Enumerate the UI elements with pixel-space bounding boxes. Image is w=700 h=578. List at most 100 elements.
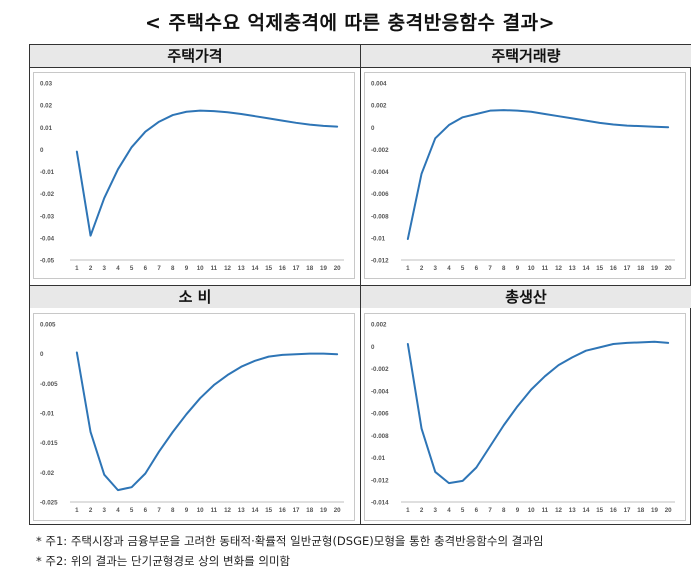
x-tick-label: 19: [651, 507, 658, 514]
data-point: [309, 123, 311, 126]
y-tick-label: -0.008: [371, 213, 389, 220]
y-tick-label: -0.004: [371, 169, 389, 176]
data-point: [254, 115, 256, 117]
data-point: [199, 110, 201, 112]
y-tick-label: -0.002: [371, 147, 389, 154]
x-tick-label: 6: [475, 507, 479, 514]
data-point: [103, 197, 105, 199]
x-tick-label: 1: [406, 507, 410, 514]
x-tick-label: 15: [596, 507, 603, 514]
x-tick-label: 19: [320, 507, 327, 514]
data-point: [240, 113, 242, 115]
data-point: [281, 354, 283, 356]
x-tick-label: 16: [610, 507, 617, 514]
data-point: [240, 366, 242, 368]
y-tick-label: -0.025: [40, 500, 58, 507]
y-tick-label: 0.03: [40, 81, 53, 88]
data-point: [322, 353, 325, 355]
y-tick-label: -0.01: [371, 235, 386, 242]
x-tick-label: 2: [420, 507, 424, 514]
y-tick-label: 0: [40, 351, 44, 358]
data-point: [626, 124, 628, 127]
footnote-2: * 주2: 위의 결과는 단기균형경로 상의 변화를 의미함: [36, 554, 291, 568]
data-point: [309, 353, 311, 355]
data-point: [653, 341, 656, 343]
data-point: [76, 351, 78, 354]
data-point: [516, 405, 519, 407]
data-point: [268, 117, 270, 119]
data-point: [254, 360, 256, 362]
data-point: [557, 364, 560, 366]
y-tick-label: 0.02: [40, 103, 53, 110]
y-tick-label: 0.004: [371, 81, 387, 88]
y-tick-label: -0.012: [371, 477, 389, 484]
y-tick-label: -0.01: [371, 455, 386, 462]
x-tick-label: 10: [197, 265, 204, 272]
y-tick-label: -0.002: [371, 366, 389, 373]
y-tick-label: 0.002: [371, 103, 387, 110]
x-tick-label: 11: [542, 265, 549, 272]
chart-grid: 주택가격 주택거래량 소 비 총생산 0.03 0.02 0.01 0 -0.01 -0.…: [29, 44, 691, 525]
x-tick-label: 6: [475, 265, 479, 272]
data-point: [131, 146, 133, 148]
x-tick-label: 12: [224, 507, 231, 514]
chart-consumption: 0.005 0 -0.005 -0.01 -0.015 -0.02 -0.025 1 2 3 4 5 6…: [33, 313, 355, 521]
x-tick-label: 6: [144, 507, 148, 514]
data-point: [557, 115, 560, 117]
chart-output-svg: 0.002 0 -0.002 -0.004 -0.006 -0.008 -0.01 -0.01…: [371, 322, 675, 514]
data-point: [172, 431, 174, 433]
series-line: [406, 109, 670, 240]
x-tick-label: 9: [185, 265, 189, 272]
chart-housing-transactions-svg: 0.004 0.002 0 -0.002 -0.004 -0.006 -0.008 -0.01…: [371, 81, 675, 272]
data-point: [144, 131, 146, 133]
y-tick-label: 0: [371, 344, 375, 351]
x-tick-label: 17: [293, 507, 300, 514]
data-point: [226, 111, 229, 113]
y-tick-label: -0.02: [40, 470, 55, 477]
y-tick-label: -0.005: [40, 381, 58, 388]
data-point: [420, 427, 423, 430]
x-tick-label: 13: [238, 265, 245, 272]
chart-housing-price-svg: 0.030.020.010-0.01-0.02-0.03-0.04-0.051 2…: [40, 81, 344, 272]
data-point: [544, 113, 546, 115]
x-tick-label: 14: [583, 507, 590, 514]
chart-housing-transactions: 0.004 0.002 0 -0.002 -0.004 -0.006 -0.008 -0.01…: [364, 72, 686, 279]
data-point: [89, 431, 92, 433]
y-tick-label: -0.008: [371, 433, 389, 440]
grid-divider-vertical: [360, 45, 361, 524]
x-tick-label: 5: [461, 507, 465, 514]
y-tick-label: 0.005: [40, 322, 56, 329]
x-tick-label: 7: [157, 265, 161, 272]
x-tick-label: 17: [293, 265, 300, 272]
data-point: [626, 342, 628, 344]
data-point: [434, 137, 436, 139]
x-tick-label: 7: [488, 507, 492, 514]
data-point: [489, 445, 491, 447]
x-tick-label: 11: [211, 507, 218, 514]
data-point: [571, 117, 573, 119]
data-point: [585, 120, 587, 122]
panel-title-housing-transactions: 주택거래량: [361, 45, 691, 67]
x-tick-label: 14: [252, 265, 259, 272]
y-tick-label: -0.012: [371, 258, 389, 265]
data-point: [612, 123, 614, 126]
data-point: [516, 110, 519, 112]
data-point: [475, 466, 477, 469]
chart-output: 0.002 0 -0.002 -0.004 -0.006 -0.008 -0.01 -0.01…: [364, 313, 686, 521]
y-tick-label: -0.04: [40, 235, 55, 242]
panel-title-housing-price: 주택가격: [30, 45, 360, 67]
chart-housing-price: 0.03 0.02 0.01 0 -0.01 -0.02 -0.03 -0.04 -0.05 1 2…: [33, 72, 355, 279]
x-tick-label: 11: [211, 265, 218, 272]
data-point: [448, 482, 450, 484]
grid-divider-h1: [30, 67, 690, 68]
x-tick-label: 5: [130, 507, 134, 514]
x-tick-label: 20: [334, 507, 341, 514]
x-tick-label: 4: [447, 265, 451, 272]
data-point: [158, 121, 160, 123]
figure-title: < 주택수요 억제충격에 따른 충격반응함수 결과>: [144, 12, 556, 34]
data-point: [599, 122, 601, 124]
x-tick-label: 19: [651, 265, 658, 272]
data-point: [599, 346, 601, 348]
x-tick-label: 10: [528, 507, 535, 514]
data-point: [640, 341, 642, 343]
